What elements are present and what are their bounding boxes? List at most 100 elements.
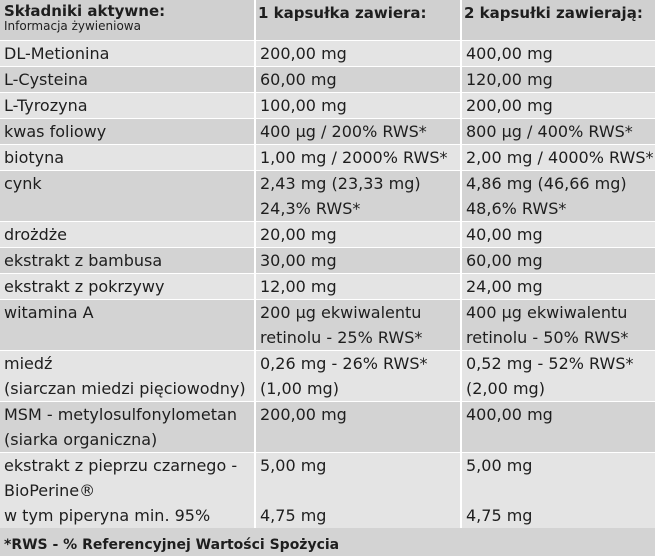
cell-text: 5,00 mg <box>466 456 533 475</box>
cell-text: biotyna <box>4 148 65 167</box>
table-row: miedź (siarczan miedzi pięciowodny) 0,26 m… <box>0 350 655 401</box>
one-capsule-cell: 20,00 mg <box>254 222 460 247</box>
cell-text: 200,00 mg <box>260 405 347 424</box>
ingredient-name-cell: ekstrakt z pokrzywy <box>0 274 254 299</box>
table-row: cynk 2,43 mg (23,33 mg) 24,3% RWS* 4,86 mg … <box>0 170 655 221</box>
table-row: MSM - metylosulfonylometan (siarka organi… <box>0 401 655 452</box>
one-capsule-cell: 2,43 mg (23,33 mg) 24,3% RWS* <box>254 171 460 221</box>
cell-text: retinolu - 50% RWS* <box>466 328 629 347</box>
cell-text: retinolu - 25% RWS* <box>260 328 423 347</box>
ingredients-table: DL-Metionina 200,00 mg 400,00 mg L-Cysteina… <box>0 40 655 528</box>
table-row: ekstrakt z bambusa 30,00 mg 60,00 mg <box>0 247 655 273</box>
two-capsules-cell: 2,00 mg / 4000% RWS* <box>460 145 655 170</box>
two-capsules-cell: 4,86 mg (46,66 mg) 48,6% RWS* <box>460 171 655 221</box>
table-row: L-Tyrozyna 100,00 mg 200,00 mg <box>0 92 655 118</box>
one-capsule-cell: 5,00 mg 4,75 mg <box>254 453 460 528</box>
ingredient-name-cell: miedź (siarczan miedzi pięciowodny) <box>0 351 254 401</box>
cell-text: MSM - metylosulfonylometan <box>4 405 237 424</box>
cell-text: (siarczan miedzi pięciowodny) <box>4 379 246 398</box>
one-capsule-cell: 30,00 mg <box>254 248 460 273</box>
two-capsules-cell: 400 µg ekwiwalentu retinolu - 50% RWS* <box>460 300 655 350</box>
cell-text: w tym piperyna min. 95% <box>4 506 211 525</box>
cell-text: 0,26 mg - 26% RWS* <box>260 354 428 373</box>
two-capsules-cell: 40,00 mg <box>460 222 655 247</box>
header-two-capsules: 2 kapsułki zawierają: <box>464 0 654 40</box>
cell-text: 40,00 mg <box>466 225 543 244</box>
cell-text: (1,00 mg) <box>260 379 339 398</box>
header-ingredients-cell: Składniki aktywne: Informacja żywieniowa <box>4 0 252 40</box>
header-divider <box>254 0 256 40</box>
cell-text <box>260 427 460 452</box>
cell-text: 0,52 mg - 52% RWS* <box>466 354 634 373</box>
header-title: Składniki aktywne: <box>4 2 166 20</box>
cell-text: L-Cysteina <box>4 70 88 89</box>
cell-text: 200 µg ekwiwalentu <box>260 303 422 322</box>
cell-text: 4,75 mg <box>260 506 327 525</box>
ingredient-name-cell: kwas foliowy <box>0 119 254 144</box>
table-header: Składniki aktywne: Informacja żywieniowa… <box>0 0 655 40</box>
cell-text: 30,00 mg <box>260 251 337 270</box>
cell-text: 24,00 mg <box>466 277 543 296</box>
two-capsules-cell: 5,00 mg 4,75 mg <box>460 453 655 528</box>
ingredient-name-cell: ekstrakt z pieprzu czarnego - BioPerine® w… <box>0 453 254 528</box>
ingredient-name-cell: DL-Metionina <box>0 41 254 66</box>
one-capsule-cell: 100,00 mg <box>254 93 460 118</box>
table-row: ekstrakt z pokrzywy 12,00 mg 24,00 mg <box>0 273 655 299</box>
one-capsule-cell: 60,00 mg <box>254 67 460 92</box>
cell-text: ekstrakt z pokrzywy <box>4 277 165 296</box>
two-capsules-cell: 400,00 mg <box>460 402 655 452</box>
one-capsule-cell: 200 µg ekwiwalentu retinolu - 25% RWS* <box>254 300 460 350</box>
one-capsule-cell: 0,26 mg - 26% RWS* (1,00 mg) <box>254 351 460 401</box>
one-capsule-cell: 1,00 mg / 2000% RWS* <box>254 145 460 170</box>
one-capsule-cell: 400 µg / 200% RWS* <box>254 119 460 144</box>
two-capsules-cell: 400,00 mg <box>460 41 655 66</box>
table-row: biotyna 1,00 mg / 2000% RWS* 2,00 mg / 400… <box>0 144 655 170</box>
cell-text: ekstrakt z pieprzu czarnego - <box>4 456 238 475</box>
ingredient-name-cell: cynk <box>0 171 254 221</box>
ingredient-name-cell: ekstrakt z bambusa <box>0 248 254 273</box>
cell-text: 400,00 mg <box>466 405 553 424</box>
cell-text: witamina A <box>4 303 94 322</box>
cell-text: 24,3% RWS* <box>260 199 361 218</box>
cell-text: 120,00 mg <box>466 70 553 89</box>
cell-text: 2,43 mg (23,33 mg) <box>260 174 421 193</box>
table-row: witamina A 200 µg ekwiwalentu retinolu - 2… <box>0 299 655 350</box>
two-capsules-cell: 120,00 mg <box>460 67 655 92</box>
cell-text <box>260 478 460 503</box>
cell-text: L-Tyrozyna <box>4 96 88 115</box>
cell-text: drożdże <box>4 225 67 244</box>
cell-text: 60,00 mg <box>260 70 337 89</box>
cell-text: 200,00 mg <box>260 44 347 63</box>
ingredient-name-cell: L-Tyrozyna <box>0 93 254 118</box>
cell-text <box>4 325 254 350</box>
cell-text: 400 µg / 200% RWS* <box>260 122 427 141</box>
header-col2-label: 2 kapsułki zawierają: <box>464 4 643 22</box>
cell-text: 60,00 mg <box>466 251 543 270</box>
cell-text: (2,00 mg) <box>466 379 545 398</box>
cell-text: 2,00 mg / 4000% RWS* <box>466 148 654 167</box>
cell-text: DL-Metionina <box>4 44 110 63</box>
one-capsule-cell: 200,00 mg <box>254 402 460 452</box>
two-capsules-cell: 0,52 mg - 52% RWS* (2,00 mg) <box>460 351 655 401</box>
table-row: DL-Metionina 200,00 mg 400,00 mg <box>0 40 655 66</box>
ingredient-name-cell: L-Cysteina <box>0 67 254 92</box>
header-one-capsule: 1 kapsułka zawiera: <box>258 0 458 40</box>
ingredient-name-cell: biotyna <box>0 145 254 170</box>
cell-text: 4,75 mg <box>466 506 533 525</box>
two-capsules-cell: 800 µg / 400% RWS* <box>460 119 655 144</box>
rws-footnote: *RWS - % Referencyjnej Wartości Spożycia <box>4 537 340 553</box>
two-capsules-cell: 200,00 mg <box>460 93 655 118</box>
cell-text: 800 µg / 400% RWS* <box>466 122 633 141</box>
table-row: drożdże 20,00 mg 40,00 mg <box>0 221 655 247</box>
two-capsules-cell: 24,00 mg <box>460 274 655 299</box>
cell-text: 200,00 mg <box>466 96 553 115</box>
cell-text: 400,00 mg <box>466 44 553 63</box>
cell-text: 48,6% RWS* <box>466 199 567 218</box>
cell-text <box>4 196 254 221</box>
table-row: L-Cysteina 60,00 mg 120,00 mg <box>0 66 655 92</box>
ingredient-name-cell: MSM - metylosulfonylometan (siarka organi… <box>0 402 254 452</box>
cell-text: 1,00 mg / 2000% RWS* <box>260 148 448 167</box>
ingredient-name-cell: drożdże <box>0 222 254 247</box>
cell-text: (siarka organiczna) <box>4 430 158 449</box>
